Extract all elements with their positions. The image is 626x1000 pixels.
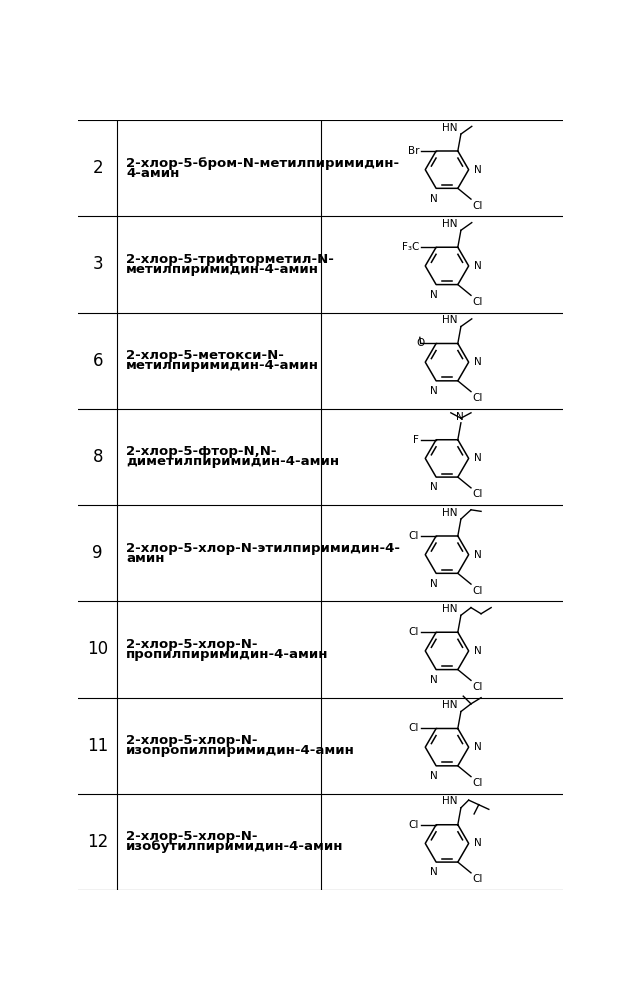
Text: N: N: [474, 646, 482, 656]
Text: N: N: [430, 194, 438, 204]
Text: 2-хлор-5-хлор-N-: 2-хлор-5-хлор-N-: [126, 734, 258, 747]
Text: изобутилпиримидин-4-амин: изобутилпиримидин-4-амин: [126, 840, 344, 853]
Text: N: N: [474, 742, 482, 752]
Text: N: N: [456, 412, 464, 422]
Text: 12: 12: [87, 833, 108, 851]
Text: HN: HN: [441, 219, 457, 229]
Text: 11: 11: [87, 737, 108, 755]
Text: 10: 10: [87, 640, 108, 658]
Text: O: O: [416, 338, 424, 348]
Text: метилпиримидин-4-амин: метилпиримидин-4-амин: [126, 359, 319, 372]
Text: HN: HN: [441, 315, 457, 325]
Text: N: N: [474, 453, 482, 463]
Text: 2-хлор-5-фтор-N,N-: 2-хлор-5-фтор-N,N-: [126, 445, 277, 458]
Text: N: N: [430, 579, 438, 589]
Text: изопропилпиримидин-4-амин: изопропилпиримидин-4-амин: [126, 744, 355, 757]
Text: диметилпиримидин-4-амин: диметилпиримидин-4-амин: [126, 455, 339, 468]
Text: HN: HN: [441, 700, 457, 710]
Text: 2-хлор-5-хлор-N-: 2-хлор-5-хлор-N-: [126, 830, 258, 843]
Text: амин: амин: [126, 552, 165, 565]
Text: Cl: Cl: [409, 723, 419, 733]
Text: N: N: [430, 482, 438, 492]
Text: Cl: Cl: [409, 627, 419, 637]
Text: Cl: Cl: [409, 531, 419, 541]
Text: 6: 6: [93, 352, 103, 370]
Text: N: N: [430, 675, 438, 685]
Text: Cl: Cl: [473, 682, 483, 692]
Text: N: N: [474, 357, 482, 367]
Text: HN: HN: [441, 796, 457, 806]
Text: N: N: [430, 867, 438, 877]
Text: Cl: Cl: [473, 586, 483, 596]
Text: HN: HN: [441, 508, 457, 518]
Text: 8: 8: [93, 448, 103, 466]
Text: N: N: [474, 261, 482, 271]
Text: 2: 2: [93, 159, 103, 177]
Text: F₃C: F₃C: [402, 242, 419, 252]
Text: пропилпиримидин-4-амин: пропилпиримидин-4-амин: [126, 648, 329, 661]
Text: N: N: [474, 838, 482, 848]
Text: F: F: [413, 435, 419, 445]
Text: Cl: Cl: [473, 393, 483, 403]
Text: Cl: Cl: [409, 820, 419, 830]
Text: 2-хлор-5-бром-N-метилпиримидин-: 2-хлор-5-бром-N-метилпиримидин-: [126, 157, 399, 170]
Text: Cl: Cl: [473, 489, 483, 499]
Text: 4-амин: 4-амин: [126, 167, 180, 180]
Text: 2-хлор-5-хлор-N-: 2-хлор-5-хлор-N-: [126, 638, 258, 651]
Text: N: N: [430, 290, 438, 300]
Text: 3: 3: [93, 255, 103, 273]
Text: Cl: Cl: [473, 778, 483, 788]
Text: HN: HN: [441, 604, 457, 614]
Text: Cl: Cl: [473, 874, 483, 884]
Text: N: N: [430, 771, 438, 781]
Text: N: N: [474, 165, 482, 175]
Text: N: N: [430, 386, 438, 396]
Text: N: N: [474, 550, 482, 560]
Text: 2-хлор-5-трифторметил-N-: 2-хлор-5-трифторметил-N-: [126, 253, 334, 266]
Text: 2-хлор-5-метокси-N-: 2-хлор-5-метокси-N-: [126, 349, 284, 362]
Text: 2-хлор-5-хлор-N-этилпиримидин-4-: 2-хлор-5-хлор-N-этилпиримидин-4-: [126, 542, 401, 555]
Text: HN: HN: [441, 123, 457, 133]
Text: Br: Br: [408, 146, 419, 156]
Text: Cl: Cl: [473, 201, 483, 211]
Text: 9: 9: [93, 544, 103, 562]
Text: Cl: Cl: [473, 297, 483, 307]
Text: метилпиримидин-4-амин: метилпиримидин-4-амин: [126, 263, 319, 276]
